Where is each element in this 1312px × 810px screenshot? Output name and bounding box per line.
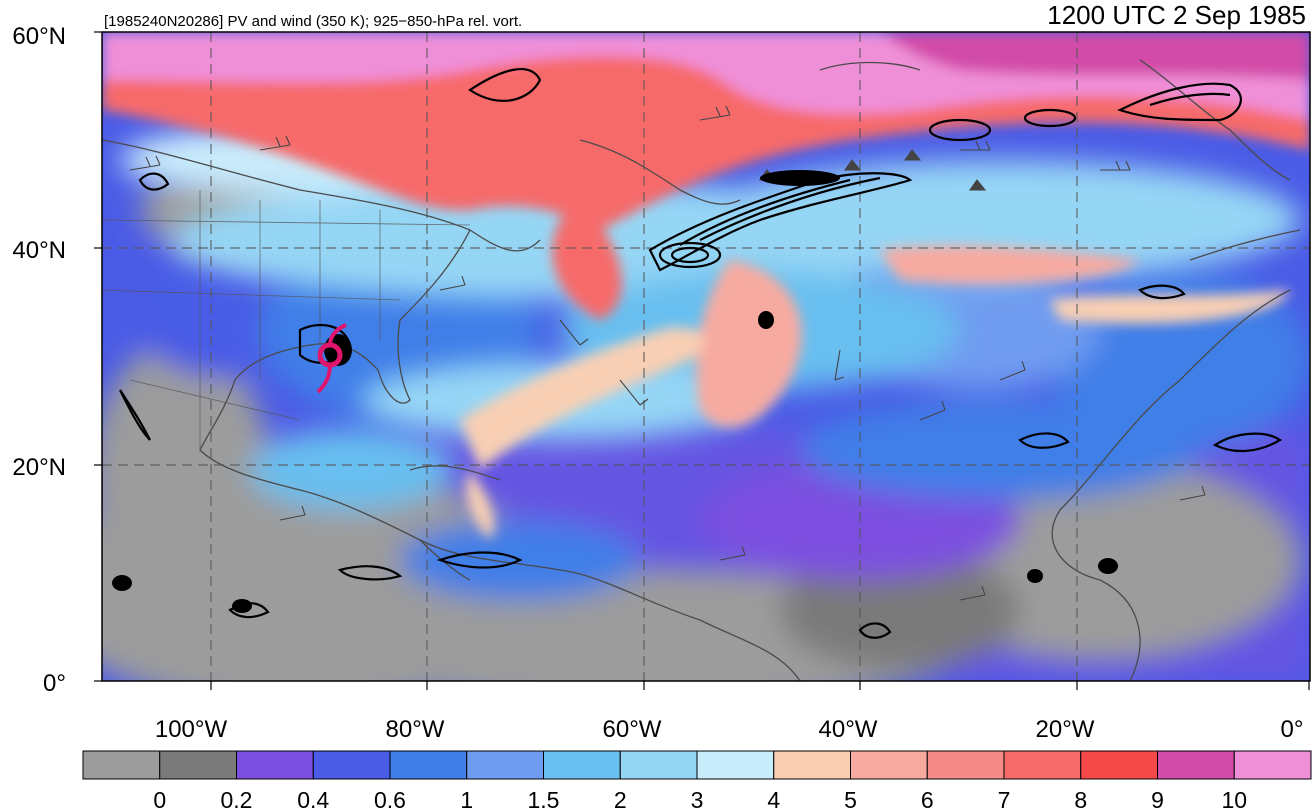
colorbar-swatch — [1003, 750, 1082, 780]
lat-label-20n: 20°N — [12, 454, 66, 481]
colorbar-swatch — [773, 750, 851, 780]
colorbar-swatch — [543, 750, 621, 780]
vorticity-contours — [119, 68, 1283, 639]
colorbar-tick-label: 9 — [1151, 787, 1164, 810]
colorbar-tick-label: 1 — [460, 787, 473, 810]
colorbar-swatch — [82, 750, 161, 780]
map-frame — [101, 31, 1311, 682]
pv-field — [102, 32, 1310, 681]
grid-lines — [102, 32, 1310, 681]
colorbar-tick-label: 3 — [691, 787, 704, 810]
colorbar-swatch — [466, 750, 544, 780]
colorbar-swatch — [389, 750, 468, 780]
colorbar-swatch — [696, 750, 775, 780]
colorbar-tick-label: 0.4 — [297, 787, 329, 810]
lon-label-20w: 20°W — [1036, 716, 1095, 743]
colorbar-tick-label: 10 — [1221, 787, 1247, 810]
lat-label-60n: 60°N — [12, 23, 66, 50]
colorbar-swatch — [1157, 750, 1235, 780]
colorbar-tick-label: 7 — [998, 787, 1011, 810]
colorbar-tick-label: 2 — [614, 787, 627, 810]
colorbar: 0 0.2 0.4 0.6 1 1.5 2 3 4 5 6 7 8 9 10 — [82, 750, 1312, 810]
lon-label-40w: 40°W — [819, 716, 878, 743]
colorbar-swatch — [619, 750, 698, 780]
map-subtitle: [1985240N20286] PV and wind (350 K); 925… — [104, 13, 522, 30]
colorbar-swatch — [236, 750, 314, 780]
colorbar-tick-label: 5 — [844, 787, 857, 810]
colorbar-swatch — [1080, 750, 1158, 780]
colorbar-tick-label: 1.5 — [528, 787, 560, 810]
colorbar-swatch — [850, 750, 928, 780]
lat-label-40n: 40°N — [12, 237, 66, 264]
lon-label-60w: 60°W — [603, 716, 662, 743]
lon-label-0: 0° — [1281, 716, 1304, 743]
lon-label-80w: 80°W — [386, 716, 445, 743]
colorbar-tick-label: 8 — [1074, 787, 1087, 810]
hurricane-icon — [316, 323, 347, 394]
colorbar-swatch — [159, 750, 237, 780]
colorbar-swatch — [926, 750, 1005, 780]
colorbar-swatch — [312, 750, 391, 780]
colorbar-tick-label: 0.6 — [374, 787, 406, 810]
colorbar-tick-label: 0.2 — [221, 787, 253, 810]
map-datetime: 1200 UTC 2 Sep 1985 — [1047, 0, 1306, 30]
colorbar-tick-label: 6 — [921, 787, 934, 810]
lat-label-0: 0° — [43, 670, 66, 697]
colorbar-tick-label: 4 — [767, 787, 780, 810]
colorbar-tick-label: 0 — [153, 787, 166, 810]
lon-label-100w: 100°W — [155, 716, 228, 743]
colorbar-swatch — [1233, 750, 1312, 780]
coastlines — [102, 59, 1301, 681]
